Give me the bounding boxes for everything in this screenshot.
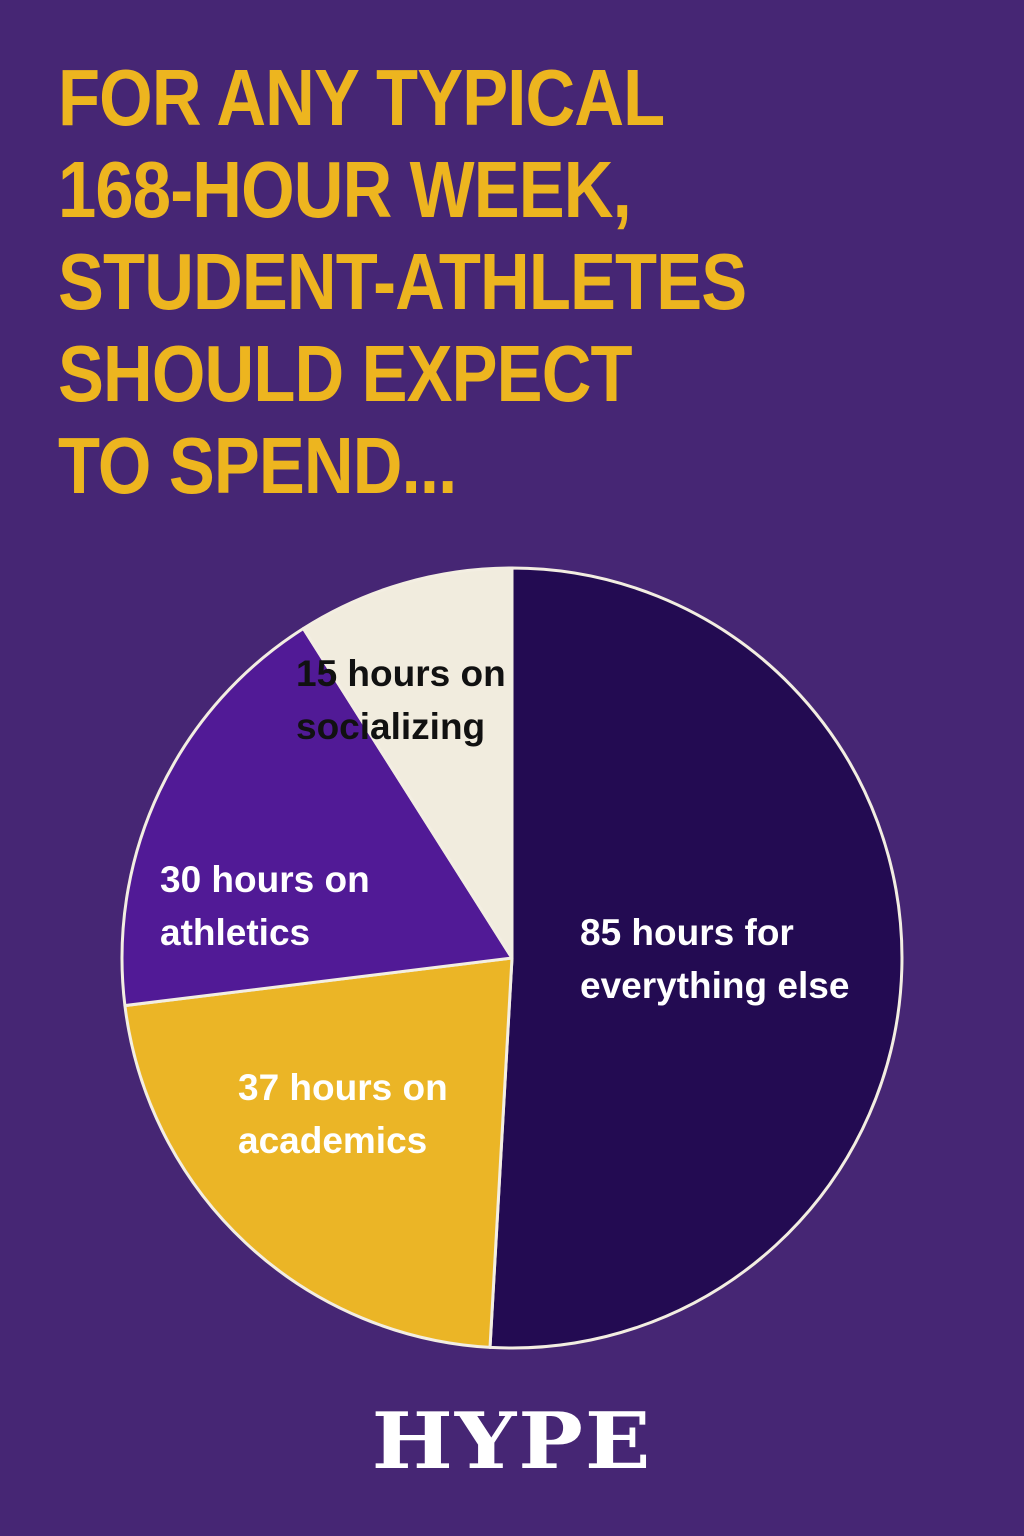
slice-label-line: athletics	[160, 912, 310, 953]
pie-slice-1	[123, 956, 514, 1349]
slice-label-line: 30 hours on	[160, 859, 370, 900]
slice-label-line: everything else	[580, 965, 849, 1006]
brand-logo: HYPE	[371, 1396, 653, 1487]
slice-label-3: 15 hours on socializing	[296, 653, 506, 747]
slice-label-line: 15 hours on	[296, 653, 506, 694]
slice-label-line: academics	[238, 1120, 427, 1161]
pie-slice-2	[120, 626, 514, 1008]
slice-label-line: 85 hours for	[580, 912, 794, 953]
slice-label-line: socializing	[296, 706, 485, 747]
slice-label-2: 30 hours on athletics	[160, 859, 370, 953]
pie-slice-3	[301, 566, 514, 960]
slice-label-line: 37 hours on	[238, 1067, 448, 1108]
title-line: STUDENT-ATHLETES	[58, 237, 747, 326]
title-line: SHOULD EXPECT	[58, 329, 633, 418]
slice-label-0: 85 hours for everything else	[580, 912, 849, 1006]
title-line: TO SPEND...	[58, 421, 457, 510]
title-line: 168-HOUR WEEK,	[58, 145, 632, 234]
pie-slice-0	[488, 566, 904, 1350]
page-title: FOR ANY TYPICAL 168-HOUR WEEK, STUDENT-A…	[58, 52, 866, 512]
slice-label-1: 37 hours on academics	[238, 1067, 448, 1161]
title-line: FOR ANY TYPICAL	[58, 53, 665, 142]
